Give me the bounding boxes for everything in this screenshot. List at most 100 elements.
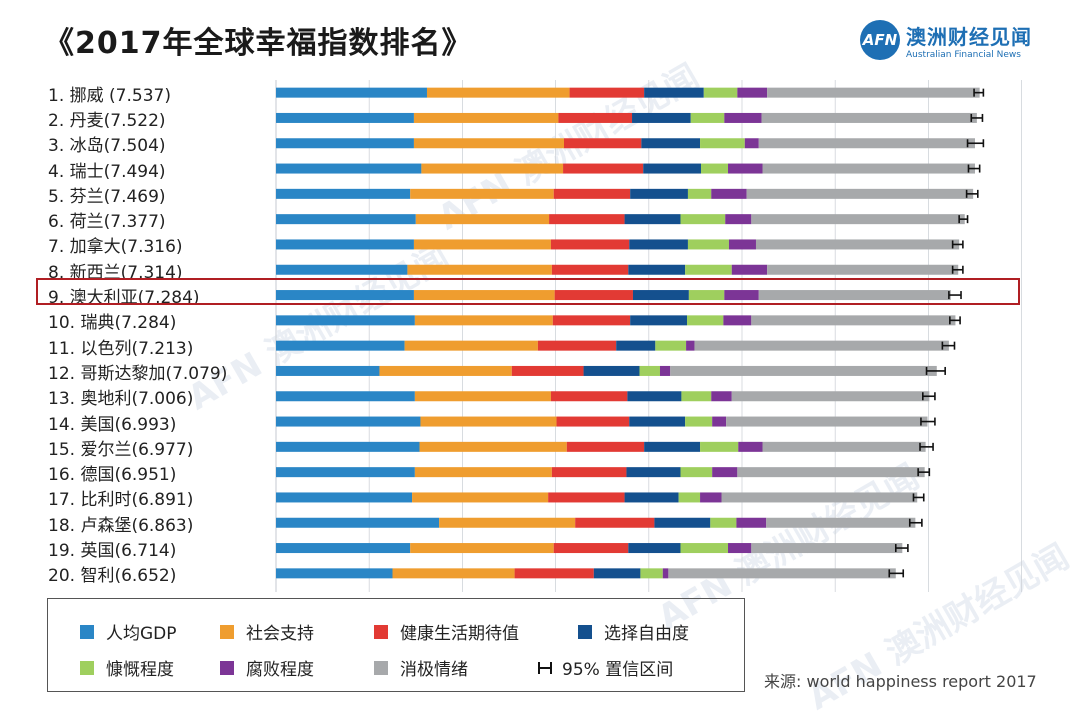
bar-segment-freedom [644,441,701,452]
bar-segment-residual [670,365,937,376]
bar-segment-residual [668,568,896,579]
bar-segment-gdp [276,163,422,174]
bar-segment-gdp [276,543,411,554]
bar-segment-gdp [276,188,411,199]
ci-bracket-icon [538,661,552,675]
bar-segment-generosity [681,391,712,402]
bar-segment-freedom [630,188,688,199]
bar-segment-generosity [678,492,701,503]
bar-segment-corruption [712,467,738,478]
bar-segment-corruption [728,163,763,174]
bar-segment-freedom [629,239,688,250]
bar-segment-generosity [655,340,687,351]
bar-segment-health [514,568,594,579]
bar-segment-gdp [276,264,408,275]
bar-segment-residual [737,467,925,478]
bar-segment-gdp [276,391,415,402]
bar-segment-health [556,416,630,427]
bar-segment-freedom [632,112,691,123]
ci-error-bar [948,291,962,300]
stacked-bar-chart [275,80,1022,592]
logo-chinese-name: 澳洲财经见闻 [906,24,1032,49]
bar-segment-social [413,112,559,123]
bar-segment-corruption [724,112,762,123]
bar-segment-generosity [700,138,745,149]
bar-segment-social [404,340,538,351]
bar-segment-social [412,492,549,503]
ci-error-bar [949,316,961,325]
bar-segment-corruption [700,492,722,503]
bar-segment-generosity [680,543,729,554]
bar-segment-gdp [276,517,440,528]
legend: 人均GDP 社会支持 健康生活期待值 选择自由度 慷慨程度 腐败程度 消极情绪 … [47,598,745,692]
legend-item-ci: 95% 置信区间 [538,655,673,680]
bar-segment-social [407,264,552,275]
bar-segment-health [537,340,617,351]
bar-segment-freedom [629,416,686,427]
country-label: 18. 卢森堡(6.863) [48,515,194,536]
bar-segment-residual [746,188,974,199]
country-label: 14. 美国(6.993) [48,414,177,435]
bar-segment-generosity [710,517,737,528]
bar-segment-gdp [276,138,414,149]
bar-segment-generosity [680,214,726,225]
bar-segment-generosity [680,467,713,478]
ci-error-bar [951,240,964,249]
bar-segment-health [552,315,631,326]
bar-segment-gdp [276,441,420,452]
bar-segment-corruption [711,391,732,402]
bar-segment-health [548,492,625,503]
bar-segment-freedom [627,391,682,402]
bar-segment-freedom [616,340,656,351]
bar-segment-gdp [276,290,414,301]
ci-error-bar [970,113,984,122]
bar-segment-health [554,290,633,301]
bar-segment-freedom [624,214,681,225]
bar-segment-gdp [276,340,405,351]
country-label: 3. 冰岛(7.504) [48,136,166,157]
bar-segment-residual [767,264,959,275]
bar-segment-social [413,239,551,250]
bar-segment-freedom [643,163,701,174]
bar-segment-generosity [690,112,725,123]
bar-segment-social [415,214,550,225]
bar-segment-generosity [640,568,663,579]
bar-segment-health [566,441,645,452]
bar-segment-health [569,87,645,98]
legend-item-corruption: 腐败程度 [220,655,314,680]
bar-segment-corruption [728,239,756,250]
bar-segment-residual [751,214,965,225]
bar-segment-residual [755,239,960,250]
country-label: 4. 瑞士(7.494) [48,161,166,182]
bar-segment-social [410,188,554,199]
bar-segment-residual [751,315,956,326]
bar-segment-freedom [628,543,681,554]
bar-segment-health [551,264,629,275]
bar-segment-corruption [738,441,763,452]
bar-segment-generosity [703,87,738,98]
bar-segment-corruption [659,365,671,376]
country-label: 1. 挪威 (7.537) [48,85,171,106]
bar-segment-corruption [712,416,727,427]
country-label: 11. 以色列(7.213) [48,338,194,359]
bar-segment-health [551,467,627,478]
country-label: 17. 比利时(6.891) [48,490,194,511]
country-label: 8. 新西兰(7.314) [48,262,183,283]
legend-item-freedom: 选择自由度 [578,619,689,644]
bar-segment-corruption [711,188,747,199]
afn-logo-icon: AFN [860,20,900,60]
legend-swatch [220,624,234,639]
bar-segment-social [414,315,553,326]
bar-segment-residual [767,87,980,98]
bar-segment-freedom [644,87,704,98]
bar-segment-generosity [687,188,712,199]
country-label: 20. 智利(6.652) [48,566,177,587]
logo-english-name: Australian Financial News [906,49,1021,60]
bar-segment-generosity [700,163,729,174]
bar-segment-gdp [276,214,416,225]
ci-error-bar [919,442,934,451]
legend-swatch [374,624,388,639]
ci-error-bar [920,417,936,426]
bar-segment-health [563,138,642,149]
bar-segment-freedom [641,138,701,149]
